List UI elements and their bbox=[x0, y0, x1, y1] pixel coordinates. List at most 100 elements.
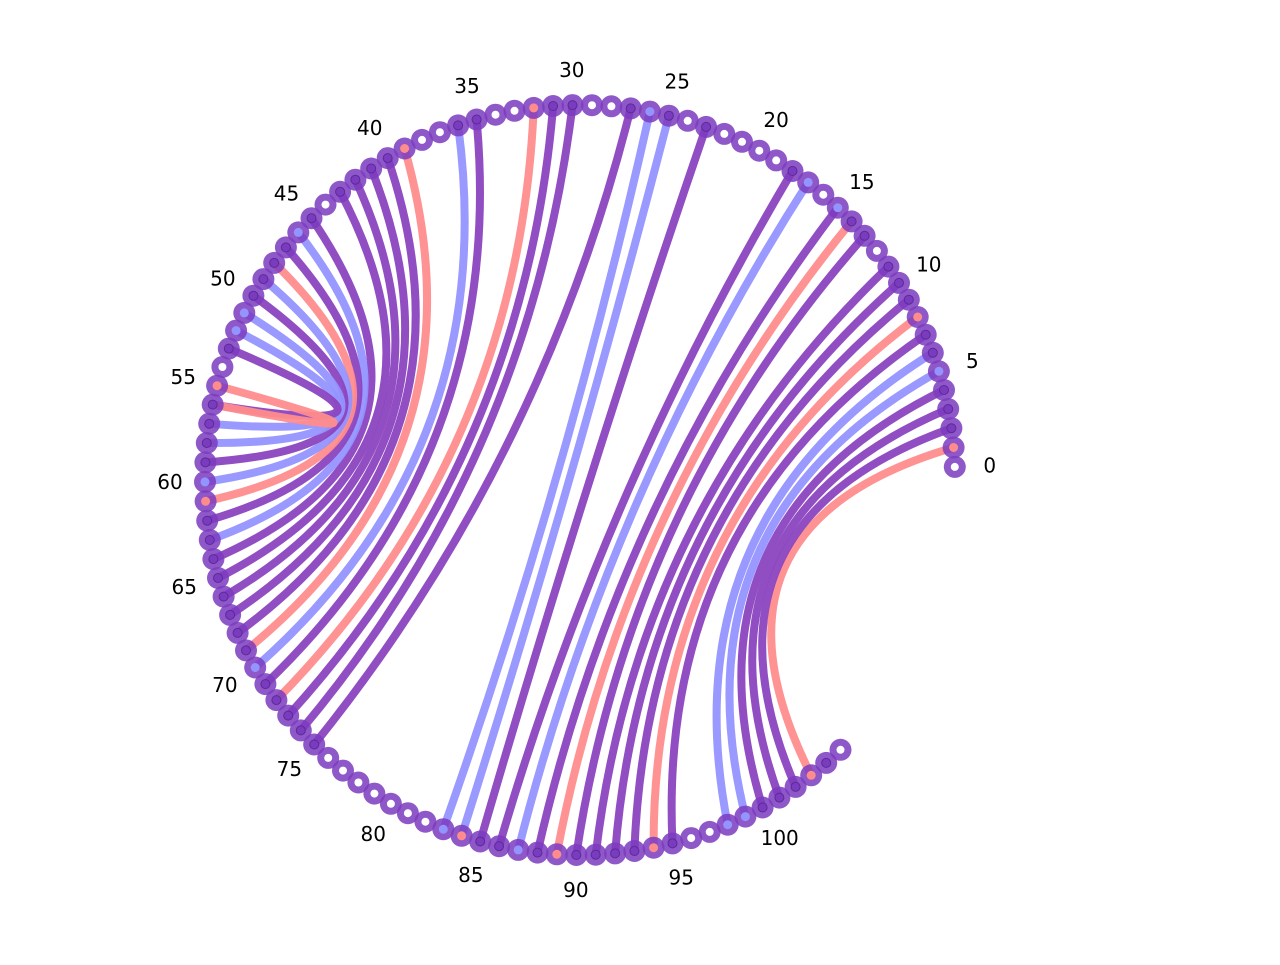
tick-label-10: 10 bbox=[916, 253, 941, 277]
node-center bbox=[280, 242, 291, 253]
tick-label-65: 65 bbox=[171, 575, 196, 599]
node-3 bbox=[937, 398, 960, 420]
node-center bbox=[913, 312, 923, 322]
node-center bbox=[529, 103, 539, 113]
node-center bbox=[218, 363, 227, 371]
tick-label-20: 20 bbox=[763, 108, 788, 132]
node-center bbox=[208, 554, 219, 565]
node-center bbox=[283, 710, 294, 721]
node-92 bbox=[604, 842, 627, 865]
node-0 bbox=[943, 455, 966, 478]
node-67 bbox=[219, 603, 242, 626]
node-center bbox=[403, 809, 412, 818]
node-center bbox=[258, 274, 269, 285]
node-center bbox=[920, 329, 931, 340]
node-21 bbox=[731, 130, 753, 153]
node-center bbox=[248, 290, 259, 301]
link-9-93 bbox=[630, 295, 913, 855]
tick-labels-layer: 0 5 10 15 20 25 30 35 40 45 50 55 60 65 70 75 80 85 90 95 10… bbox=[157, 58, 996, 902]
node-89 bbox=[545, 843, 568, 866]
node-center bbox=[491, 110, 500, 119]
node-60 bbox=[194, 470, 216, 493]
tick-label-15: 15 bbox=[849, 170, 874, 194]
tick-label-35: 35 bbox=[454, 74, 479, 98]
node-center bbox=[457, 831, 467, 841]
node-center bbox=[201, 438, 212, 448]
node-13 bbox=[853, 224, 876, 247]
node-24 bbox=[676, 109, 699, 132]
link-13-90 bbox=[572, 231, 869, 859]
node-77 bbox=[332, 759, 354, 782]
tick-label-5: 5 bbox=[966, 349, 979, 373]
node-center bbox=[883, 261, 894, 272]
node-17 bbox=[797, 171, 820, 194]
node-center bbox=[548, 101, 559, 111]
node-71 bbox=[254, 673, 277, 696]
node-center bbox=[772, 156, 781, 165]
node-center bbox=[250, 663, 260, 672]
tick-label-40: 40 bbox=[357, 116, 382, 140]
link-25-84 bbox=[457, 111, 673, 840]
node-102 bbox=[784, 775, 807, 798]
link-36-70 bbox=[251, 121, 469, 672]
node-2 bbox=[940, 417, 963, 440]
node-center bbox=[260, 679, 271, 690]
node-35 bbox=[465, 108, 488, 131]
node-center bbox=[350, 174, 361, 185]
node-45 bbox=[300, 207, 323, 230]
node-46 bbox=[287, 221, 310, 244]
node-center bbox=[200, 477, 210, 487]
link-17-87 bbox=[514, 178, 813, 854]
tick-label-90: 90 bbox=[563, 878, 588, 902]
node-center bbox=[946, 423, 957, 434]
node-53 bbox=[217, 337, 240, 360]
node-center bbox=[241, 645, 251, 656]
node-86 bbox=[488, 835, 511, 858]
node-center bbox=[366, 163, 377, 174]
node-87 bbox=[507, 838, 530, 861]
node-center bbox=[571, 850, 582, 860]
node-84 bbox=[450, 824, 473, 847]
node-center bbox=[471, 114, 482, 125]
node-center bbox=[645, 107, 655, 117]
node-center bbox=[927, 347, 938, 358]
link-26-83 bbox=[439, 107, 654, 834]
node-center bbox=[757, 802, 768, 813]
tick-label-55: 55 bbox=[170, 365, 195, 389]
link-30-74 bbox=[296, 101, 577, 735]
node-38 bbox=[411, 128, 433, 151]
node-44 bbox=[314, 193, 337, 216]
link-39-69 bbox=[242, 144, 431, 655]
node-99 bbox=[734, 805, 757, 828]
node-26 bbox=[638, 100, 661, 123]
node-center bbox=[723, 820, 733, 830]
node-85 bbox=[469, 830, 492, 853]
node-19 bbox=[765, 149, 788, 172]
node-62 bbox=[196, 509, 219, 532]
node-14 bbox=[840, 210, 863, 233]
tick-label-100: 100 bbox=[761, 826, 799, 850]
node-36 bbox=[447, 114, 470, 137]
node-center bbox=[720, 129, 729, 138]
node-48 bbox=[263, 251, 286, 274]
node-center bbox=[567, 100, 578, 111]
node-center bbox=[309, 739, 320, 750]
nodes-layer bbox=[194, 94, 966, 866]
node-103 bbox=[800, 764, 823, 787]
node-22 bbox=[713, 122, 736, 145]
node-9 bbox=[897, 288, 920, 311]
link-27-75 bbox=[310, 104, 635, 749]
node-98 bbox=[716, 813, 739, 836]
link-55-56 bbox=[208, 381, 338, 428]
node-88 bbox=[526, 841, 549, 864]
node-49 bbox=[252, 268, 275, 291]
node-center bbox=[667, 838, 678, 849]
node-center bbox=[755, 146, 764, 155]
node-34 bbox=[484, 103, 507, 126]
node-center bbox=[382, 153, 393, 164]
node-center bbox=[859, 230, 870, 241]
node-center bbox=[740, 812, 750, 822]
node-center bbox=[683, 116, 692, 125]
node-1 bbox=[942, 436, 965, 459]
